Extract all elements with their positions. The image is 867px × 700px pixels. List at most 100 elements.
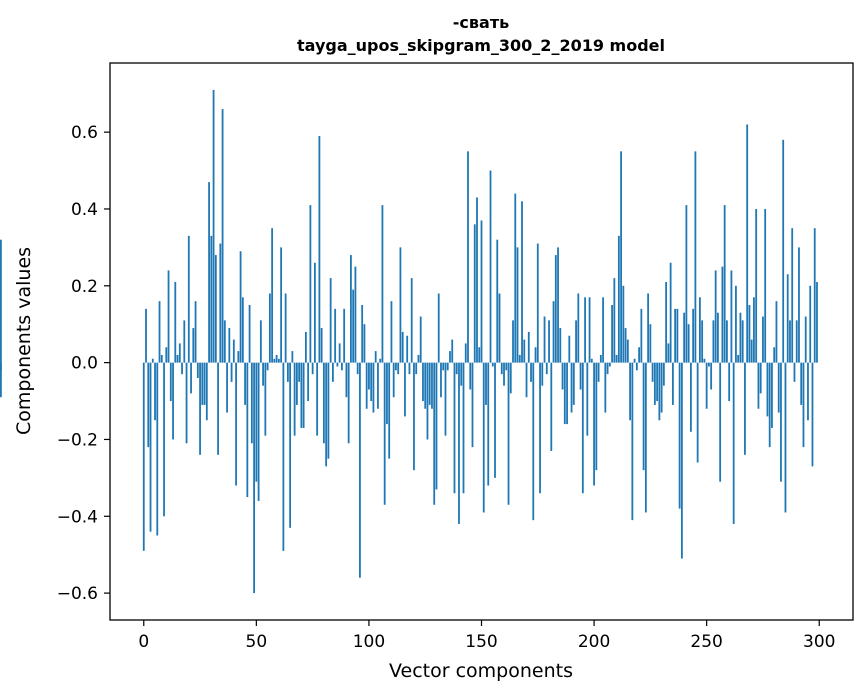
- bar: [512, 320, 514, 363]
- bar: [316, 362, 319, 436]
- bar: [579, 362, 582, 390]
- bar: [275, 354, 278, 363]
- bar: [431, 362, 433, 409]
- bar: [593, 362, 595, 486]
- bar: [577, 293, 580, 363]
- bar: [732, 362, 735, 524]
- bar: [395, 362, 397, 371]
- bar: [631, 362, 634, 521]
- bar: [268, 293, 271, 363]
- bar: [163, 362, 165, 517]
- bar: [410, 278, 413, 363]
- bar: [192, 328, 195, 363]
- bar: [158, 301, 161, 363]
- bar: [455, 362, 458, 375]
- bar: [428, 362, 431, 405]
- bar: [746, 124, 749, 363]
- bar: [669, 262, 672, 363]
- bar: [714, 270, 717, 363]
- bar: [530, 362, 532, 382]
- bar: [424, 362, 427, 409]
- bar: [676, 308, 679, 363]
- bar: [687, 324, 690, 363]
- bar: [334, 308, 337, 363]
- bar: [658, 362, 661, 421]
- bar: [543, 316, 546, 363]
- bar: [183, 320, 186, 363]
- bar: [615, 354, 618, 363]
- bar: [764, 208, 767, 363]
- bar: [611, 305, 613, 363]
- bar: [503, 362, 505, 386]
- bar: [404, 362, 406, 417]
- bar: [539, 362, 541, 494]
- bar: [386, 362, 388, 425]
- bar: [232, 339, 235, 363]
- bar: [584, 297, 586, 363]
- bar: [165, 347, 168, 363]
- bar: [773, 347, 776, 363]
- bar: [253, 362, 255, 594]
- bar: [282, 362, 285, 551]
- bar: [683, 312, 686, 363]
- bar: [759, 362, 762, 394]
- bar: [708, 362, 710, 367]
- bar: [190, 362, 192, 394]
- bar: [212, 89, 215, 363]
- bar: [244, 362, 246, 405]
- bar: [550, 362, 553, 451]
- bar: [572, 362, 575, 405]
- bar: [221, 109, 224, 363]
- bar: [235, 362, 237, 486]
- bar: [196, 362, 199, 378]
- bar: [766, 362, 769, 417]
- bar: [460, 362, 463, 386]
- bar: [750, 339, 753, 363]
- bar: [739, 312, 742, 363]
- bar: [478, 347, 481, 363]
- bar: [705, 362, 708, 409]
- bar: [205, 362, 208, 421]
- bar: [807, 362, 809, 421]
- bar: [744, 362, 746, 455]
- bar: [813, 228, 816, 363]
- bar: [223, 320, 226, 363]
- bar: [800, 362, 803, 405]
- y-tick-label: 0.6: [71, 123, 98, 143]
- bar: [489, 170, 492, 363]
- bar: [304, 331, 307, 363]
- bar: [214, 255, 217, 363]
- bar: [516, 247, 519, 363]
- bar: [449, 351, 451, 363]
- bar: [237, 351, 240, 363]
- bar: [649, 324, 652, 363]
- bar: [302, 362, 305, 428]
- bar: [541, 362, 544, 386]
- bar: [149, 362, 152, 532]
- bar: [620, 151, 622, 363]
- bar: [771, 362, 773, 428]
- bar: [476, 197, 478, 363]
- bar: [248, 305, 251, 363]
- bar: [642, 362, 645, 471]
- bar: [320, 328, 323, 363]
- bar: [638, 347, 641, 363]
- bar: [780, 362, 782, 482]
- bar: [273, 358, 276, 363]
- bar: [554, 255, 557, 363]
- bar: [422, 362, 424, 402]
- y-tick-label: 0.4: [71, 200, 98, 220]
- bar: [356, 362, 359, 375]
- bar: [480, 220, 483, 363]
- bar: [399, 247, 402, 363]
- bar: [325, 362, 328, 467]
- bar: [561, 362, 564, 390]
- bar: [656, 362, 659, 402]
- bar: [640, 308, 643, 363]
- bar: [595, 362, 598, 471]
- x-tick-label: 200: [578, 632, 610, 652]
- bar: [359, 362, 361, 578]
- bar: [228, 328, 231, 363]
- bar: [419, 316, 422, 363]
